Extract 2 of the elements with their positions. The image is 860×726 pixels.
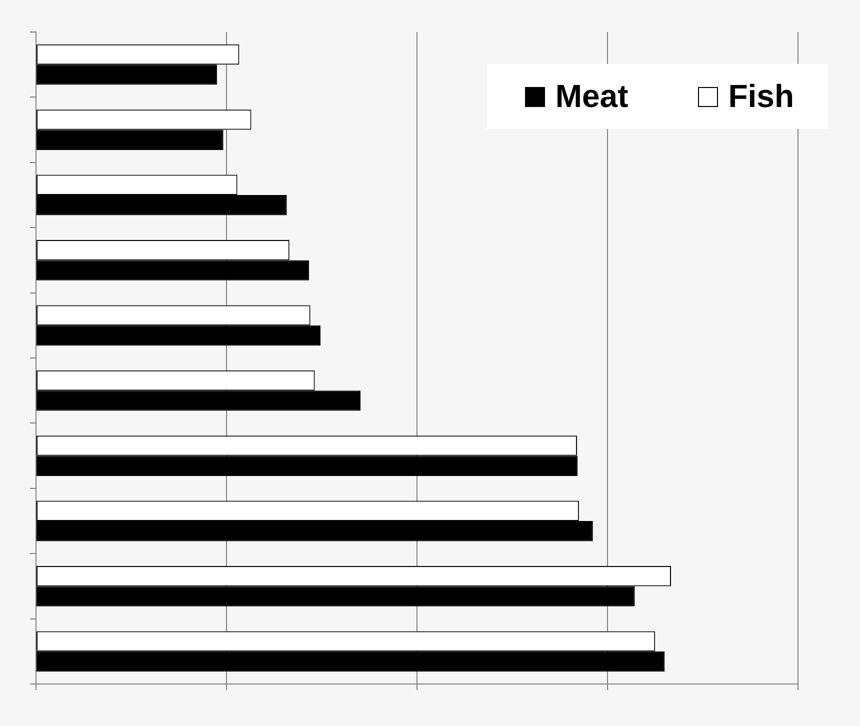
legend-label: Meat — [555, 78, 628, 115]
legend-label: Fish — [728, 78, 794, 115]
